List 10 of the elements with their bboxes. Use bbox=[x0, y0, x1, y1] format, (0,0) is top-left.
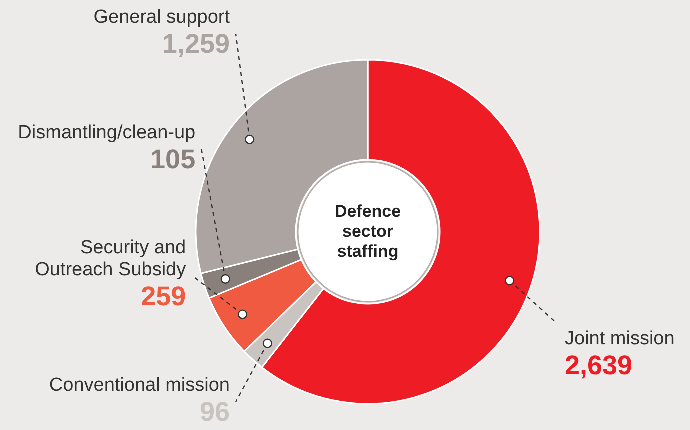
slice-label: Security and Outreach Subsidy bbox=[35, 238, 187, 281]
slice-label: Joint mission bbox=[565, 328, 675, 350]
data-label: 1,259 bbox=[162, 29, 230, 59]
slice-label: General support bbox=[94, 7, 231, 28]
data-label: 105 bbox=[150, 144, 196, 174]
slice-label: Dismantling/clean-up bbox=[18, 122, 196, 144]
data-label: 2,639 bbox=[565, 350, 633, 381]
slice-label: Conventional mission bbox=[49, 375, 230, 396]
data-label: 259 bbox=[141, 282, 186, 312]
text: Defence sector staffing bbox=[334, 202, 402, 261]
